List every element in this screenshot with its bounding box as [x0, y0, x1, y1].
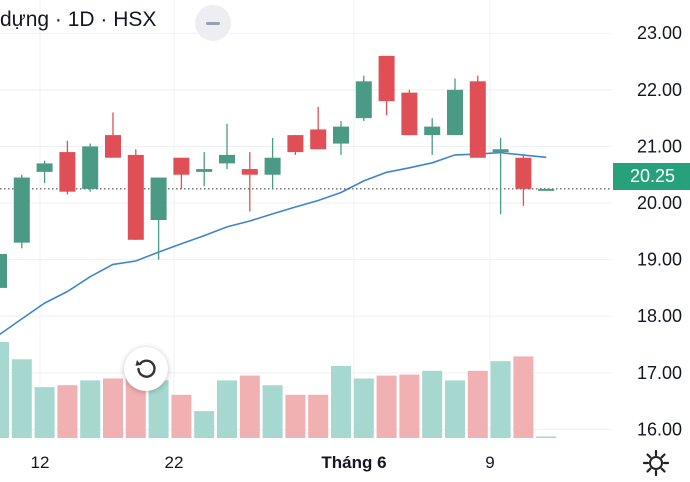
x-axis: 12 22 Tháng 6 9 — [31, 453, 495, 472]
y-tick-label: 19.00 — [637, 250, 682, 270]
reset-chart-button[interactable] — [124, 347, 168, 391]
candle-body — [105, 135, 121, 158]
volume-bar — [422, 370, 443, 438]
volume-bar — [148, 380, 169, 438]
y-tick-label: 21.00 — [637, 136, 682, 156]
volume-bar — [399, 374, 420, 438]
y-axis: 16.00 17.00 18.00 19.00 20.00 21.00 22.00 23.00 — [637, 23, 682, 439]
x-tick-label: 12 — [31, 453, 50, 472]
settings-button[interactable] — [642, 449, 670, 477]
volume-bar — [536, 436, 557, 438]
candles — [0, 55, 555, 288]
candle-body — [469, 81, 486, 158]
x-tick-label: 22 — [165, 453, 184, 472]
volume-bar — [103, 378, 123, 438]
current-price-label: 20.25 — [613, 163, 690, 190]
candle-body — [173, 157, 190, 175]
candle-body — [196, 169, 213, 172]
volume-bar — [57, 385, 78, 438]
candle-body — [333, 126, 349, 144]
volume-bar — [353, 378, 374, 438]
volume-bar — [331, 366, 351, 438]
minus-icon[interactable] — [195, 5, 231, 41]
candle-body — [264, 157, 281, 175]
volume-bar — [171, 394, 192, 438]
volume-bar — [467, 370, 488, 438]
x-tick-label: Tháng 6 — [321, 453, 386, 472]
candle-body — [424, 126, 441, 136]
chart-title: dựng · 1D · HSX — [0, 8, 157, 31]
volume-bar — [194, 411, 215, 438]
gear-icon — [642, 449, 670, 477]
volume-bar — [0, 342, 9, 438]
candle-body — [36, 163, 53, 172]
candle-body — [127, 154, 144, 240]
volume-bar — [239, 375, 260, 438]
candle-body — [378, 55, 395, 102]
candle-body — [447, 89, 463, 136]
y-tick-label: 16.00 — [637, 419, 682, 439]
y-tick-label: 20.00 — [637, 193, 682, 213]
candle-body — [401, 92, 418, 136]
volume-bar — [376, 375, 397, 438]
candle-body — [515, 157, 532, 189]
volume-bar — [217, 380, 237, 438]
volume-bar — [490, 361, 511, 438]
candle-body — [241, 169, 258, 175]
volume-bar — [262, 385, 283, 438]
candle-body — [310, 129, 327, 150]
candle-body — [538, 188, 555, 191]
candle-body — [219, 154, 235, 164]
candle-body — [13, 177, 30, 243]
volume-bars — [0, 342, 557, 438]
candle-body — [82, 146, 99, 189]
volume-bar — [34, 387, 55, 438]
volume-bar — [308, 394, 329, 438]
candle-body — [0, 253, 7, 288]
volume-bar — [513, 356, 534, 438]
candle-body — [355, 81, 372, 119]
volume-bar — [285, 394, 306, 438]
volume-bar — [80, 380, 101, 438]
candle-body — [59, 152, 76, 192]
y-tick-label: 17.00 — [637, 363, 682, 383]
y-tick-label: 22.00 — [637, 80, 682, 100]
y-tick-label: 18.00 — [637, 306, 682, 326]
chart-grid — [0, 0, 612, 438]
y-tick-label: 23.00 — [637, 23, 682, 43]
reset-icon — [135, 359, 156, 378]
candle-body — [287, 135, 304, 153]
candle-body — [150, 177, 167, 220]
volume-bar — [445, 380, 465, 438]
volume-bar — [11, 359, 32, 438]
x-tick-label: 9 — [485, 453, 494, 472]
candle-body — [492, 149, 509, 153]
moving-average-line — [0, 151, 547, 336]
